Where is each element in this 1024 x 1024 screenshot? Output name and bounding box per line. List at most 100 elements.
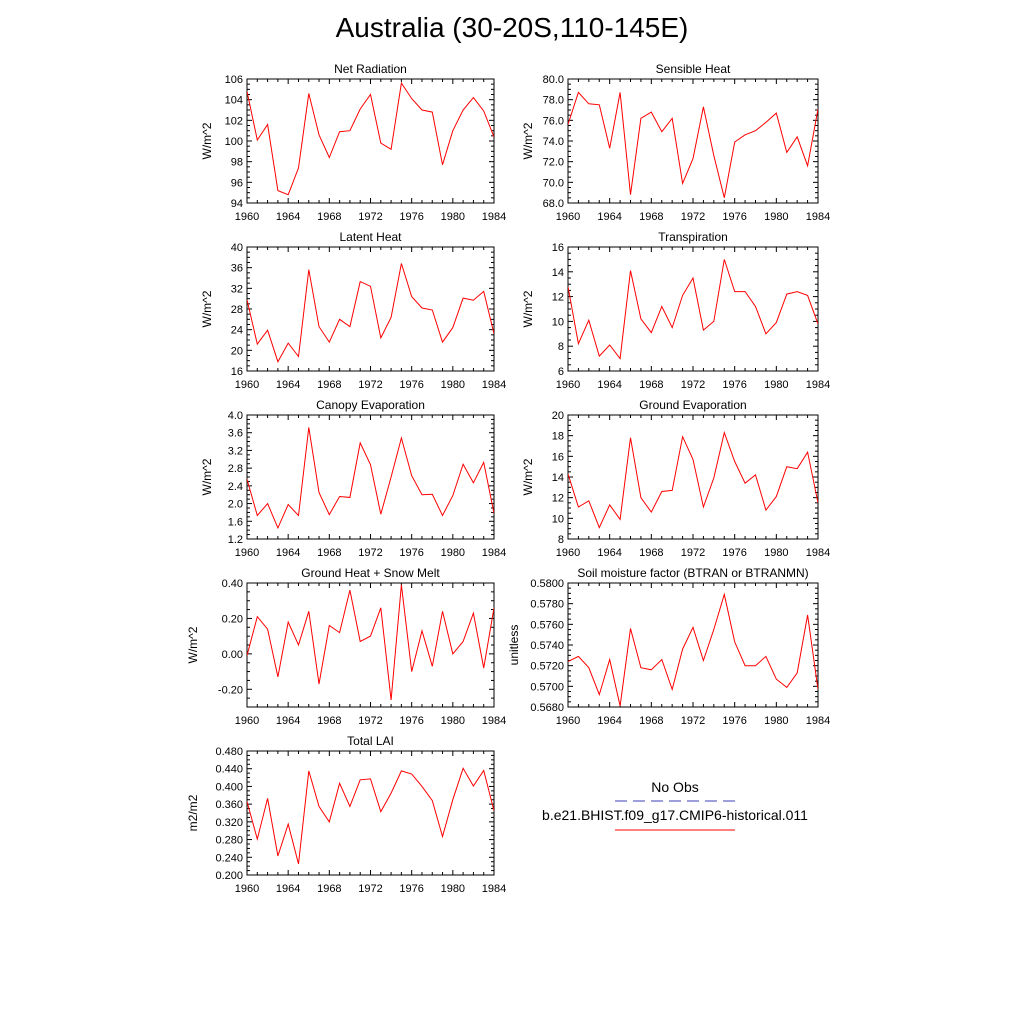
y-tick-label: 12 [552, 292, 564, 304]
y-tick-label: -0.20 [218, 684, 243, 696]
chart-panel: Sensible Heat 1960 1964 1968 1972 1976 1980 198… [521, 62, 830, 223]
y-tick-label: 28 [231, 304, 243, 316]
x-tick-label: 1976 [399, 715, 423, 727]
x-tick-label: 1968 [639, 211, 663, 223]
x-tick-label: 1964 [276, 715, 300, 727]
y-tick-label: 76.0 [543, 115, 564, 127]
x-tick-label: 1972 [358, 715, 382, 727]
plot-frame [567, 246, 819, 372]
x-tick-label: 1972 [358, 547, 382, 559]
series-line [568, 259, 818, 360]
x-tick-label: 1964 [276, 883, 300, 895]
series-line [247, 427, 494, 530]
x-tick-label: 1980 [441, 715, 465, 727]
y-tick-label: 74.0 [543, 136, 564, 148]
chart-panel: Total LAI 1960 1964 1968 1972 1976 1980 1984 0.2… [186, 734, 506, 895]
x-tick-label: 1960 [556, 715, 580, 727]
y-tick-label: 10 [552, 316, 564, 328]
y-tick-label: 0.5720 [530, 661, 564, 673]
y-tick-label: 1.2 [228, 534, 243, 546]
x-tick-label: 1964 [276, 547, 300, 559]
y-tick-label: 0.5680 [530, 702, 564, 714]
y-tick-label: 24 [231, 325, 243, 337]
y-axis-label: W/m^2 [521, 290, 535, 327]
y-tick-label: 6 [558, 366, 564, 378]
y-tick-label: 2.0 [228, 499, 243, 511]
y-tick-label: 0.5760 [530, 619, 564, 631]
y-tick-label: 12 [552, 493, 564, 505]
panel-title: Ground Evaporation [639, 398, 746, 412]
y-axis-label: W/m^2 [200, 458, 214, 495]
x-tick-label: 1972 [358, 379, 382, 391]
x-tick-label: 1976 [722, 547, 746, 559]
x-tick-label: 1960 [235, 715, 259, 727]
series-line [247, 263, 494, 363]
x-tick-label: 1984 [482, 379, 506, 391]
plot-frame [567, 414, 819, 540]
x-tick-label: 1984 [482, 547, 506, 559]
x-tick-label: 1980 [764, 547, 788, 559]
x-tick-label: 1968 [317, 379, 341, 391]
y-tick-label: 0.480 [215, 746, 243, 758]
x-tick-label: 1960 [235, 379, 259, 391]
y-axis-label: W/m^2 [200, 122, 214, 159]
y-tick-label: 0.400 [215, 781, 243, 793]
series-line [247, 584, 494, 700]
y-tick-label: 3.2 [228, 445, 243, 457]
chart-panel: Net Radiation 1960 1964 1968 1972 1976 1980 198… [200, 62, 506, 223]
x-tick-label: 1972 [681, 547, 705, 559]
y-tick-label: 0.280 [215, 835, 243, 847]
x-tick-label: 1968 [639, 547, 663, 559]
y-tick-label: 18 [552, 431, 564, 443]
x-tick-label: 1972 [681, 715, 705, 727]
y-tick-label: 0.5780 [530, 599, 564, 611]
plot-frame [246, 246, 495, 372]
y-tick-label: 106 [225, 74, 243, 86]
legend-obs-label: No Obs [651, 779, 698, 795]
y-axis-label: unitless [507, 625, 521, 666]
x-tick-label: 1984 [806, 715, 830, 727]
y-axis-label: m2/m2 [186, 794, 200, 831]
x-tick-label: 1976 [399, 211, 423, 223]
y-tick-label: 0.5740 [530, 640, 564, 652]
x-tick-label: 1980 [441, 211, 465, 223]
y-tick-label: 40 [231, 242, 243, 254]
panel-title: Ground Heat + Snow Melt [301, 566, 440, 580]
series-line [568, 430, 818, 529]
y-tick-label: 14 [552, 472, 564, 484]
x-tick-label: 1980 [441, 379, 465, 391]
figure-title: Australia (30-20S,110-145E) [335, 12, 689, 43]
y-tick-label: 0.240 [215, 852, 243, 864]
chart-panels: Net Radiation 1960 1964 1968 1972 1976 1980 198… [186, 62, 830, 895]
y-tick-label: 8 [558, 534, 564, 546]
x-tick-label: 1972 [358, 883, 382, 895]
y-tick-label: 1.6 [228, 516, 243, 528]
y-tick-label: 102 [225, 115, 243, 127]
y-axis-label: W/m^2 [521, 122, 535, 159]
x-tick-label: 1964 [276, 211, 300, 223]
x-tick-label: 1968 [317, 211, 341, 223]
x-tick-label: 1960 [556, 379, 580, 391]
x-tick-label: 1984 [806, 211, 830, 223]
y-tick-label: 20 [231, 345, 243, 357]
x-tick-label: 1964 [597, 379, 621, 391]
y-tick-label: 94 [231, 198, 243, 210]
y-tick-label: 2.4 [228, 481, 243, 493]
x-tick-label: 1964 [597, 547, 621, 559]
y-tick-label: 0.320 [215, 817, 243, 829]
y-tick-label: 98 [231, 157, 243, 169]
series-line [247, 767, 494, 865]
series-line [568, 592, 818, 707]
x-tick-label: 1976 [399, 379, 423, 391]
x-tick-label: 1972 [681, 379, 705, 391]
y-tick-label: 80.0 [543, 74, 564, 86]
x-tick-label: 1960 [235, 211, 259, 223]
y-tick-label: 14 [552, 267, 564, 279]
y-tick-label: 20 [552, 410, 564, 422]
y-axis-label: W/m^2 [521, 458, 535, 495]
x-tick-label: 1972 [358, 211, 382, 223]
panel-title: Net Radiation [334, 62, 407, 76]
y-tick-label: 10 [552, 513, 564, 525]
panel-title: Total LAI [347, 734, 394, 748]
x-tick-label: 1960 [556, 547, 580, 559]
